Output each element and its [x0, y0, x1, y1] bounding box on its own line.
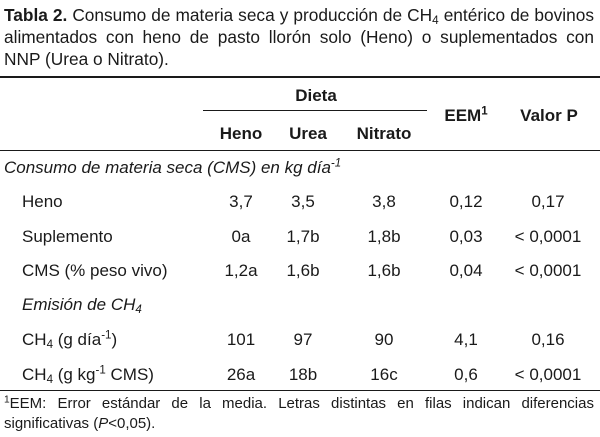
cell-cms-nitrato: 1,6b: [367, 261, 401, 280]
row-label-suplemento: Suplemento: [22, 227, 113, 246]
cell-heno-eem: 0,12: [449, 192, 483, 211]
section-title-emision-sub: 4: [135, 303, 142, 316]
table-footnote: 1EEM: Error estándar de la media. Letras…: [4, 394, 594, 434]
row-label-ch4-dia-sup: -1: [101, 329, 112, 342]
row-label-ch4-kg-b: (g kg: [52, 365, 96, 384]
row-label-ch4-kg: CH4 (g kg-1 CMS): [22, 364, 154, 386]
top-rule: [0, 76, 600, 78]
dieta-underline: [203, 110, 427, 111]
cell-ch4-kg-p: < 0,0001: [514, 365, 582, 384]
header-urea: Urea: [289, 124, 327, 143]
cell-ch4-dia-p: 0,16: [531, 330, 565, 349]
footnote-text: EEM: Error estándar de la media. Letras …: [4, 395, 594, 432]
section-title-cms: Consumo de materia seca (CMS) en kg día-…: [4, 158, 341, 178]
row-label-ch4-dia-a: CH: [22, 330, 47, 349]
cell-suplemento-p: < 0,0001: [514, 227, 582, 246]
row-label-ch4-kg-a: CH: [22, 365, 47, 384]
row-label-ch4-kg-sub: 4: [46, 373, 53, 386]
row-label-ch4-dia-sub: 4: [46, 338, 53, 351]
cell-suplemento-eem: 0,03: [449, 227, 483, 246]
cell-ch4-dia-urea: 97: [293, 330, 313, 349]
cell-ch4-dia-nitrato: 90: [374, 330, 394, 349]
caption-label: Tabla 2.: [4, 5, 68, 25]
cell-heno-p: 0,17: [531, 192, 565, 211]
cell-ch4-dia-eem: 4,1: [454, 330, 478, 349]
bottom-rule: [0, 390, 600, 391]
row-label-ch4-kg-sup: -1: [95, 364, 106, 377]
header-nitrato: Nitrato: [356, 124, 412, 143]
header-heno: Heno: [219, 124, 263, 143]
cell-cms-heno: 1,2a: [224, 261, 258, 280]
cell-cms-p: < 0,0001: [514, 261, 582, 280]
section-title-emision: Emisión de CH4: [22, 295, 142, 316]
caption-subscript: 4: [432, 13, 439, 27]
table-caption: Tabla 2. Consumo de materia seca y produ…: [4, 4, 594, 70]
row-label-ch4-dia-b: (g día: [52, 330, 102, 349]
cell-cms-urea: 1,6b: [286, 261, 320, 280]
row-label-heno: Heno: [22, 192, 63, 211]
section-title-emision-text: Emisión de CH: [22, 295, 136, 314]
cell-ch4-kg-nitrato: 16c: [370, 365, 398, 384]
caption-text: Consumo de materia seca y producción de …: [67, 5, 433, 25]
cell-suplemento-nitrato: 1,8b: [367, 227, 401, 246]
cell-ch4-kg-urea: 18b: [288, 365, 318, 384]
cell-heno-urea: 3,5: [291, 192, 315, 211]
header-eem: EEM1: [444, 106, 487, 126]
cell-heno-heno: 3,7: [229, 192, 253, 211]
cell-ch4-dia-heno: 101: [226, 330, 256, 349]
row-label-ch4-dia: CH4 (g día-1): [22, 329, 118, 351]
footnote-text-end: <0,05).: [108, 415, 156, 432]
footnote-sup: 1: [4, 394, 10, 406]
cell-cms-eem: 0,04: [449, 261, 483, 280]
header-eem-sup: 1: [481, 105, 488, 118]
cell-suplemento-urea: 1,7b: [286, 227, 320, 246]
row-label-ch4-dia-c: ): [111, 330, 118, 349]
header-valor-p: Valor P: [520, 106, 578, 125]
header-dieta: Dieta: [295, 86, 337, 105]
caption-text-continued: entérico de bovinos alimentados con heno…: [4, 5, 594, 69]
cell-heno-nitrato: 3,8: [372, 192, 396, 211]
cell-ch4-kg-eem: 0,6: [454, 365, 478, 384]
cell-ch4-kg-heno: 26a: [226, 365, 256, 384]
section-title-cms-sup: -1: [330, 157, 342, 170]
section-title-cms-text: Consumo de materia seca (CMS) en kg día: [4, 158, 331, 177]
footnote-p-italic: P: [98, 415, 109, 432]
row-label-cms-peso-vivo: CMS (% peso vivo): [22, 261, 168, 280]
header-eem-text: EEM: [444, 106, 482, 125]
row-label-ch4-kg-c: CMS): [105, 365, 154, 384]
header-rule: [0, 150, 600, 151]
cell-suplemento-heno: 0a: [231, 227, 251, 246]
